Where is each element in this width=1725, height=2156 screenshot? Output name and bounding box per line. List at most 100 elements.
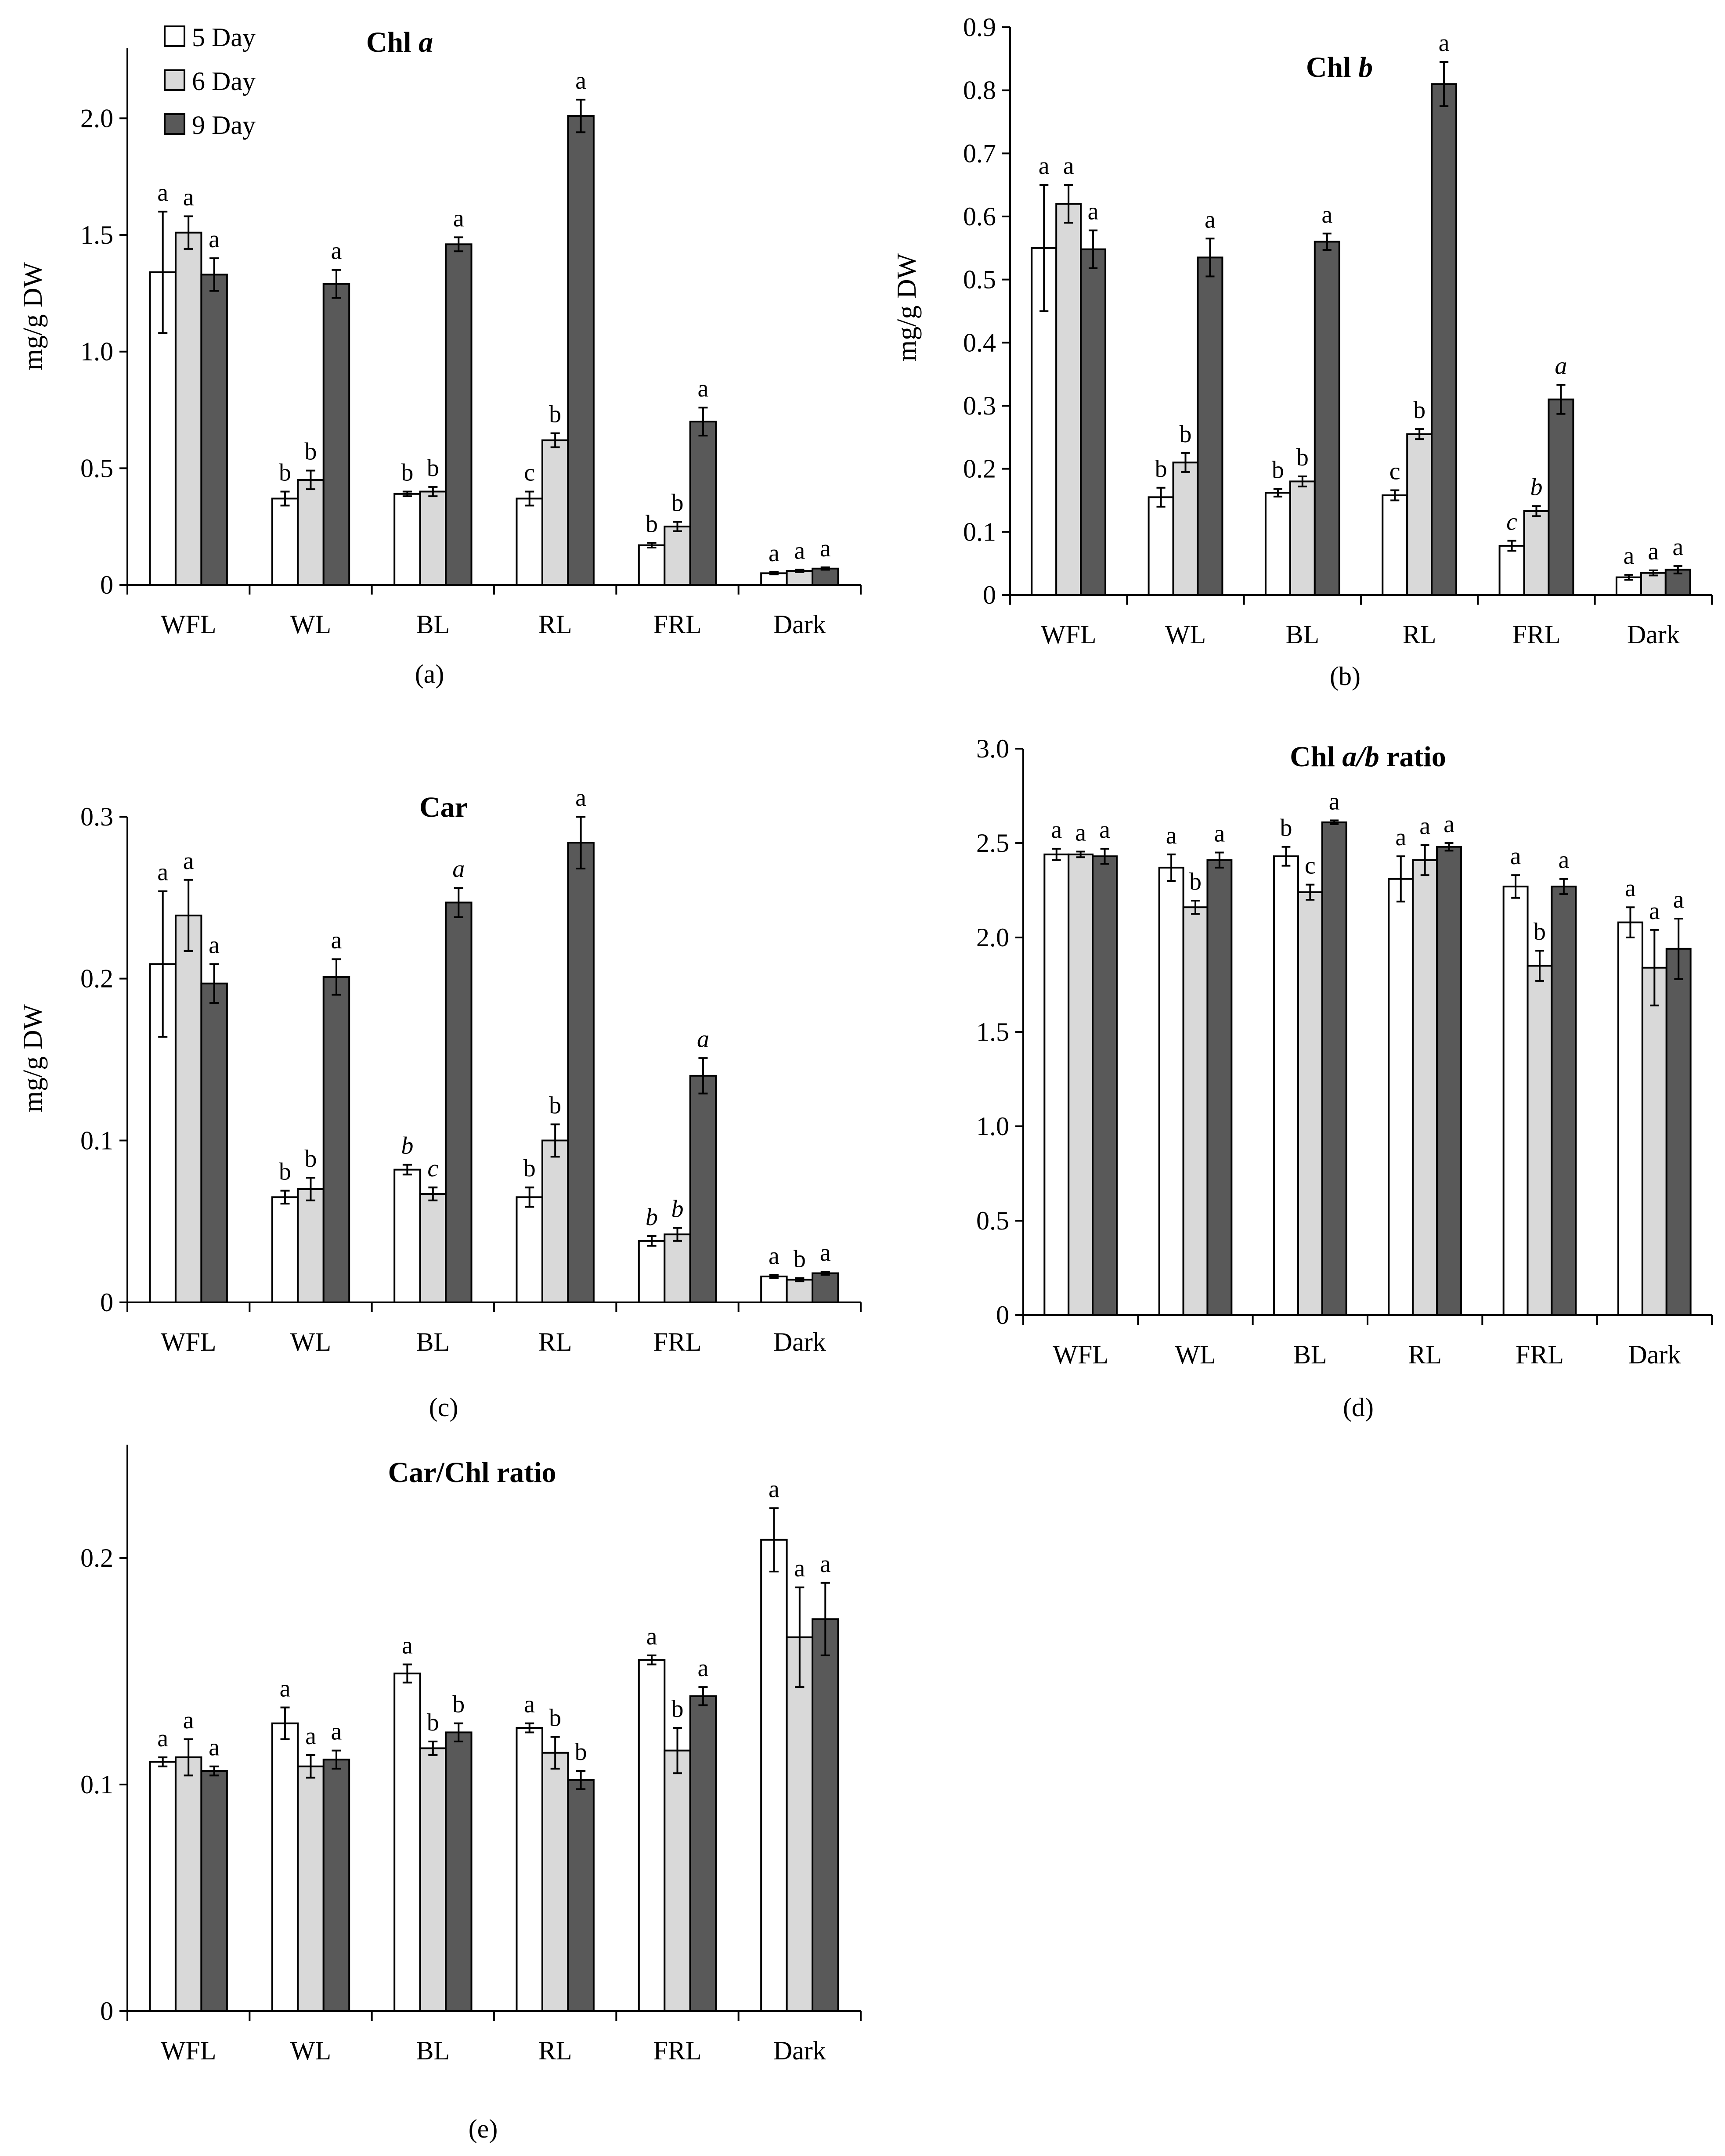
x-category-label: RL <box>1408 1340 1442 1369</box>
y-tick-label: 0.8 <box>963 76 996 105</box>
y-tick-label: 2.0 <box>976 923 1009 952</box>
legend-swatch <box>164 25 185 47</box>
significance-letter: a <box>1672 534 1683 561</box>
significance-letter: b <box>794 1246 806 1273</box>
chart-title: Chl a/b ratio <box>1290 741 1446 773</box>
significance-letter: a <box>1623 542 1634 570</box>
significance-letter: a <box>1214 820 1225 847</box>
chart-title: Chl b <box>1306 51 1373 83</box>
significance-letter: a <box>183 184 194 211</box>
x-category-label: Dark <box>1628 1340 1681 1369</box>
x-category-label: FRL <box>653 1327 701 1356</box>
bar <box>1527 965 1553 1316</box>
x-category-label: WFL <box>161 1327 217 1356</box>
legend-label: 5 Day <box>192 23 256 52</box>
bar <box>271 498 299 586</box>
bar <box>297 479 325 586</box>
bar <box>322 1759 350 2012</box>
x-category-label: Dark <box>1627 620 1680 649</box>
bar <box>1641 966 1667 1316</box>
bar <box>445 243 473 586</box>
panel-label: (b) <box>1330 662 1361 691</box>
bar <box>812 567 839 586</box>
y-tick-label: 0.9 <box>963 13 996 42</box>
bar <box>419 1747 447 2012</box>
y-tick-label: 0 <box>996 1301 1009 1330</box>
x-category-label: RL <box>1403 620 1436 649</box>
significance-letter: a <box>1039 152 1050 180</box>
significance-letter: a <box>157 1725 168 1752</box>
bar <box>567 841 595 1303</box>
bar <box>1388 878 1414 1316</box>
bar <box>1264 492 1291 596</box>
significance-letter: b <box>305 438 317 465</box>
x-category-label: Dark <box>773 610 826 639</box>
bar <box>1206 859 1233 1316</box>
chart-b: 0 0.1 0.2 0.3 0.4 0.5 0.6 0.7 0.8 0.9 WFL WL BL RL FRL… <box>892 13 1713 691</box>
y-tick-label: 0.7 <box>963 139 996 168</box>
chart-title-part: Chl <box>366 26 419 58</box>
significance-letter: a <box>157 859 168 886</box>
y-tick-label: 0.3 <box>963 391 996 420</box>
bar <box>786 1279 814 1304</box>
significance-letter: b <box>549 1092 561 1119</box>
significance-letter: a <box>1649 898 1660 925</box>
x-category-label: BL <box>416 2036 450 2065</box>
y-axis-label: mg/g DW <box>18 262 48 370</box>
significance-letter: b <box>1272 457 1284 484</box>
bar <box>1412 859 1438 1316</box>
bar <box>516 1727 543 2012</box>
significance-letter: a <box>1075 819 1086 846</box>
significance-letter: a <box>209 931 220 959</box>
legend-label: 9 Day <box>192 111 256 140</box>
chart-title-part: Chl <box>1306 51 1358 83</box>
x-category-label: Dark <box>773 1327 826 1356</box>
chart-title-part: b <box>1358 51 1373 83</box>
significance-letter: b <box>452 1691 465 1718</box>
legend-swatch <box>164 69 185 91</box>
bar <box>760 1276 788 1304</box>
significance-letter: a <box>209 226 220 253</box>
significance-letter: c <box>1506 508 1517 535</box>
bar <box>664 1749 691 2012</box>
bar <box>297 1765 325 2012</box>
significance-letter: a <box>453 205 464 232</box>
significance-letter: a <box>1625 875 1636 902</box>
significance-letter: a <box>331 1718 342 1745</box>
significance-letter: a <box>698 375 709 402</box>
bar <box>419 490 447 586</box>
significance-letter: b <box>1534 918 1546 945</box>
bar <box>174 231 202 586</box>
panel-label: (e) <box>469 2114 498 2143</box>
significance-letter: a <box>183 847 194 875</box>
bar <box>689 421 717 586</box>
bar <box>200 1770 228 2012</box>
y-tick-label: 0.1 <box>80 1770 113 1799</box>
bar <box>149 1761 177 2012</box>
significance-letter: b <box>575 1738 587 1766</box>
chart-title: Chl a <box>366 26 433 58</box>
x-category-label: BL <box>1293 1340 1327 1369</box>
x-category-label: RL <box>538 2036 572 2065</box>
bar <box>786 1636 814 2012</box>
significance-letter: a <box>1555 353 1567 380</box>
significance-letter: a <box>305 1723 316 1750</box>
significance-letter: a <box>331 927 342 954</box>
bar <box>1148 496 1174 596</box>
bar <box>271 1722 299 2012</box>
significance-letter: a <box>1051 816 1062 844</box>
bar <box>393 1168 421 1304</box>
y-tick-label: 1.5 <box>80 220 113 249</box>
significance-letter: a <box>1439 29 1450 57</box>
bar <box>174 1756 202 2012</box>
significance-letter: a <box>1395 824 1406 851</box>
bar <box>1273 855 1299 1316</box>
y-tick-label: 0 <box>983 580 996 609</box>
significance-letter: b <box>305 1145 317 1172</box>
bar <box>200 982 228 1303</box>
panel-label: (d) <box>1343 1393 1374 1422</box>
bar <box>541 1752 569 2012</box>
significance-letter: b <box>1530 473 1543 501</box>
significance-letter: a <box>452 855 465 883</box>
significance-letter: a <box>575 784 586 811</box>
